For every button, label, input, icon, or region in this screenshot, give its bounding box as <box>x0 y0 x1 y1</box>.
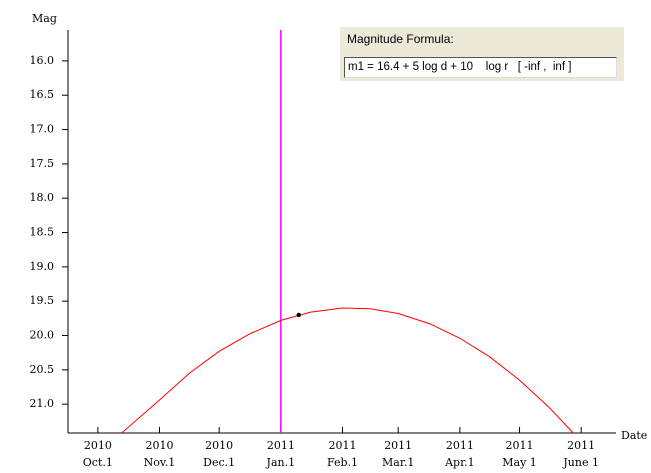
x-tick-label: 2011 Feb.1 <box>326 439 359 469</box>
y-tick-label: 20.5 <box>30 363 55 376</box>
x-tick-label: 2011 Apr.1 <box>445 439 475 469</box>
y-tick-label: 19.0 <box>30 260 55 273</box>
y-tick-label: 18.0 <box>30 191 55 204</box>
y-axis-label: Mag <box>32 12 57 25</box>
x-tick-label: 2011 May 1 <box>502 439 537 469</box>
x-axis-label: Date <box>621 429 647 442</box>
y-tick-label: 16.5 <box>30 88 55 101</box>
current-point <box>296 312 301 318</box>
x-tick-label: 2011 Jan.1 <box>266 439 296 469</box>
magnitude-curve <box>121 307 574 434</box>
y-tick-label: 17.5 <box>30 157 55 170</box>
y-tick-label: 18.5 <box>30 226 55 239</box>
y-tick-label: 21.0 <box>30 397 55 410</box>
y-tick-label: 20.0 <box>30 329 55 342</box>
y-tick-label: 16.0 <box>30 54 55 67</box>
formula-panel: Magnitude Formula: m1 = 16.4 + 5 log d +… <box>340 27 624 81</box>
x-tick-label: 2010 Dec.1 <box>203 439 236 469</box>
x-tick-label: 2011 June 1 <box>563 439 599 469</box>
formula-input[interactable]: m1 = 16.4 + 5 log d + 10 log r [ -inf , … <box>344 57 617 78</box>
x-tick-label: 2010 Nov.1 <box>143 439 176 469</box>
y-tick-label: 17.0 <box>30 123 55 136</box>
y-tick-label: 19.5 <box>30 294 55 307</box>
x-tick-label: 2010 Oct.1 <box>82 439 113 469</box>
panel-title: Magnitude Formula: <box>347 32 454 46</box>
x-tick-label: 2011 Mar.1 <box>382 439 415 469</box>
